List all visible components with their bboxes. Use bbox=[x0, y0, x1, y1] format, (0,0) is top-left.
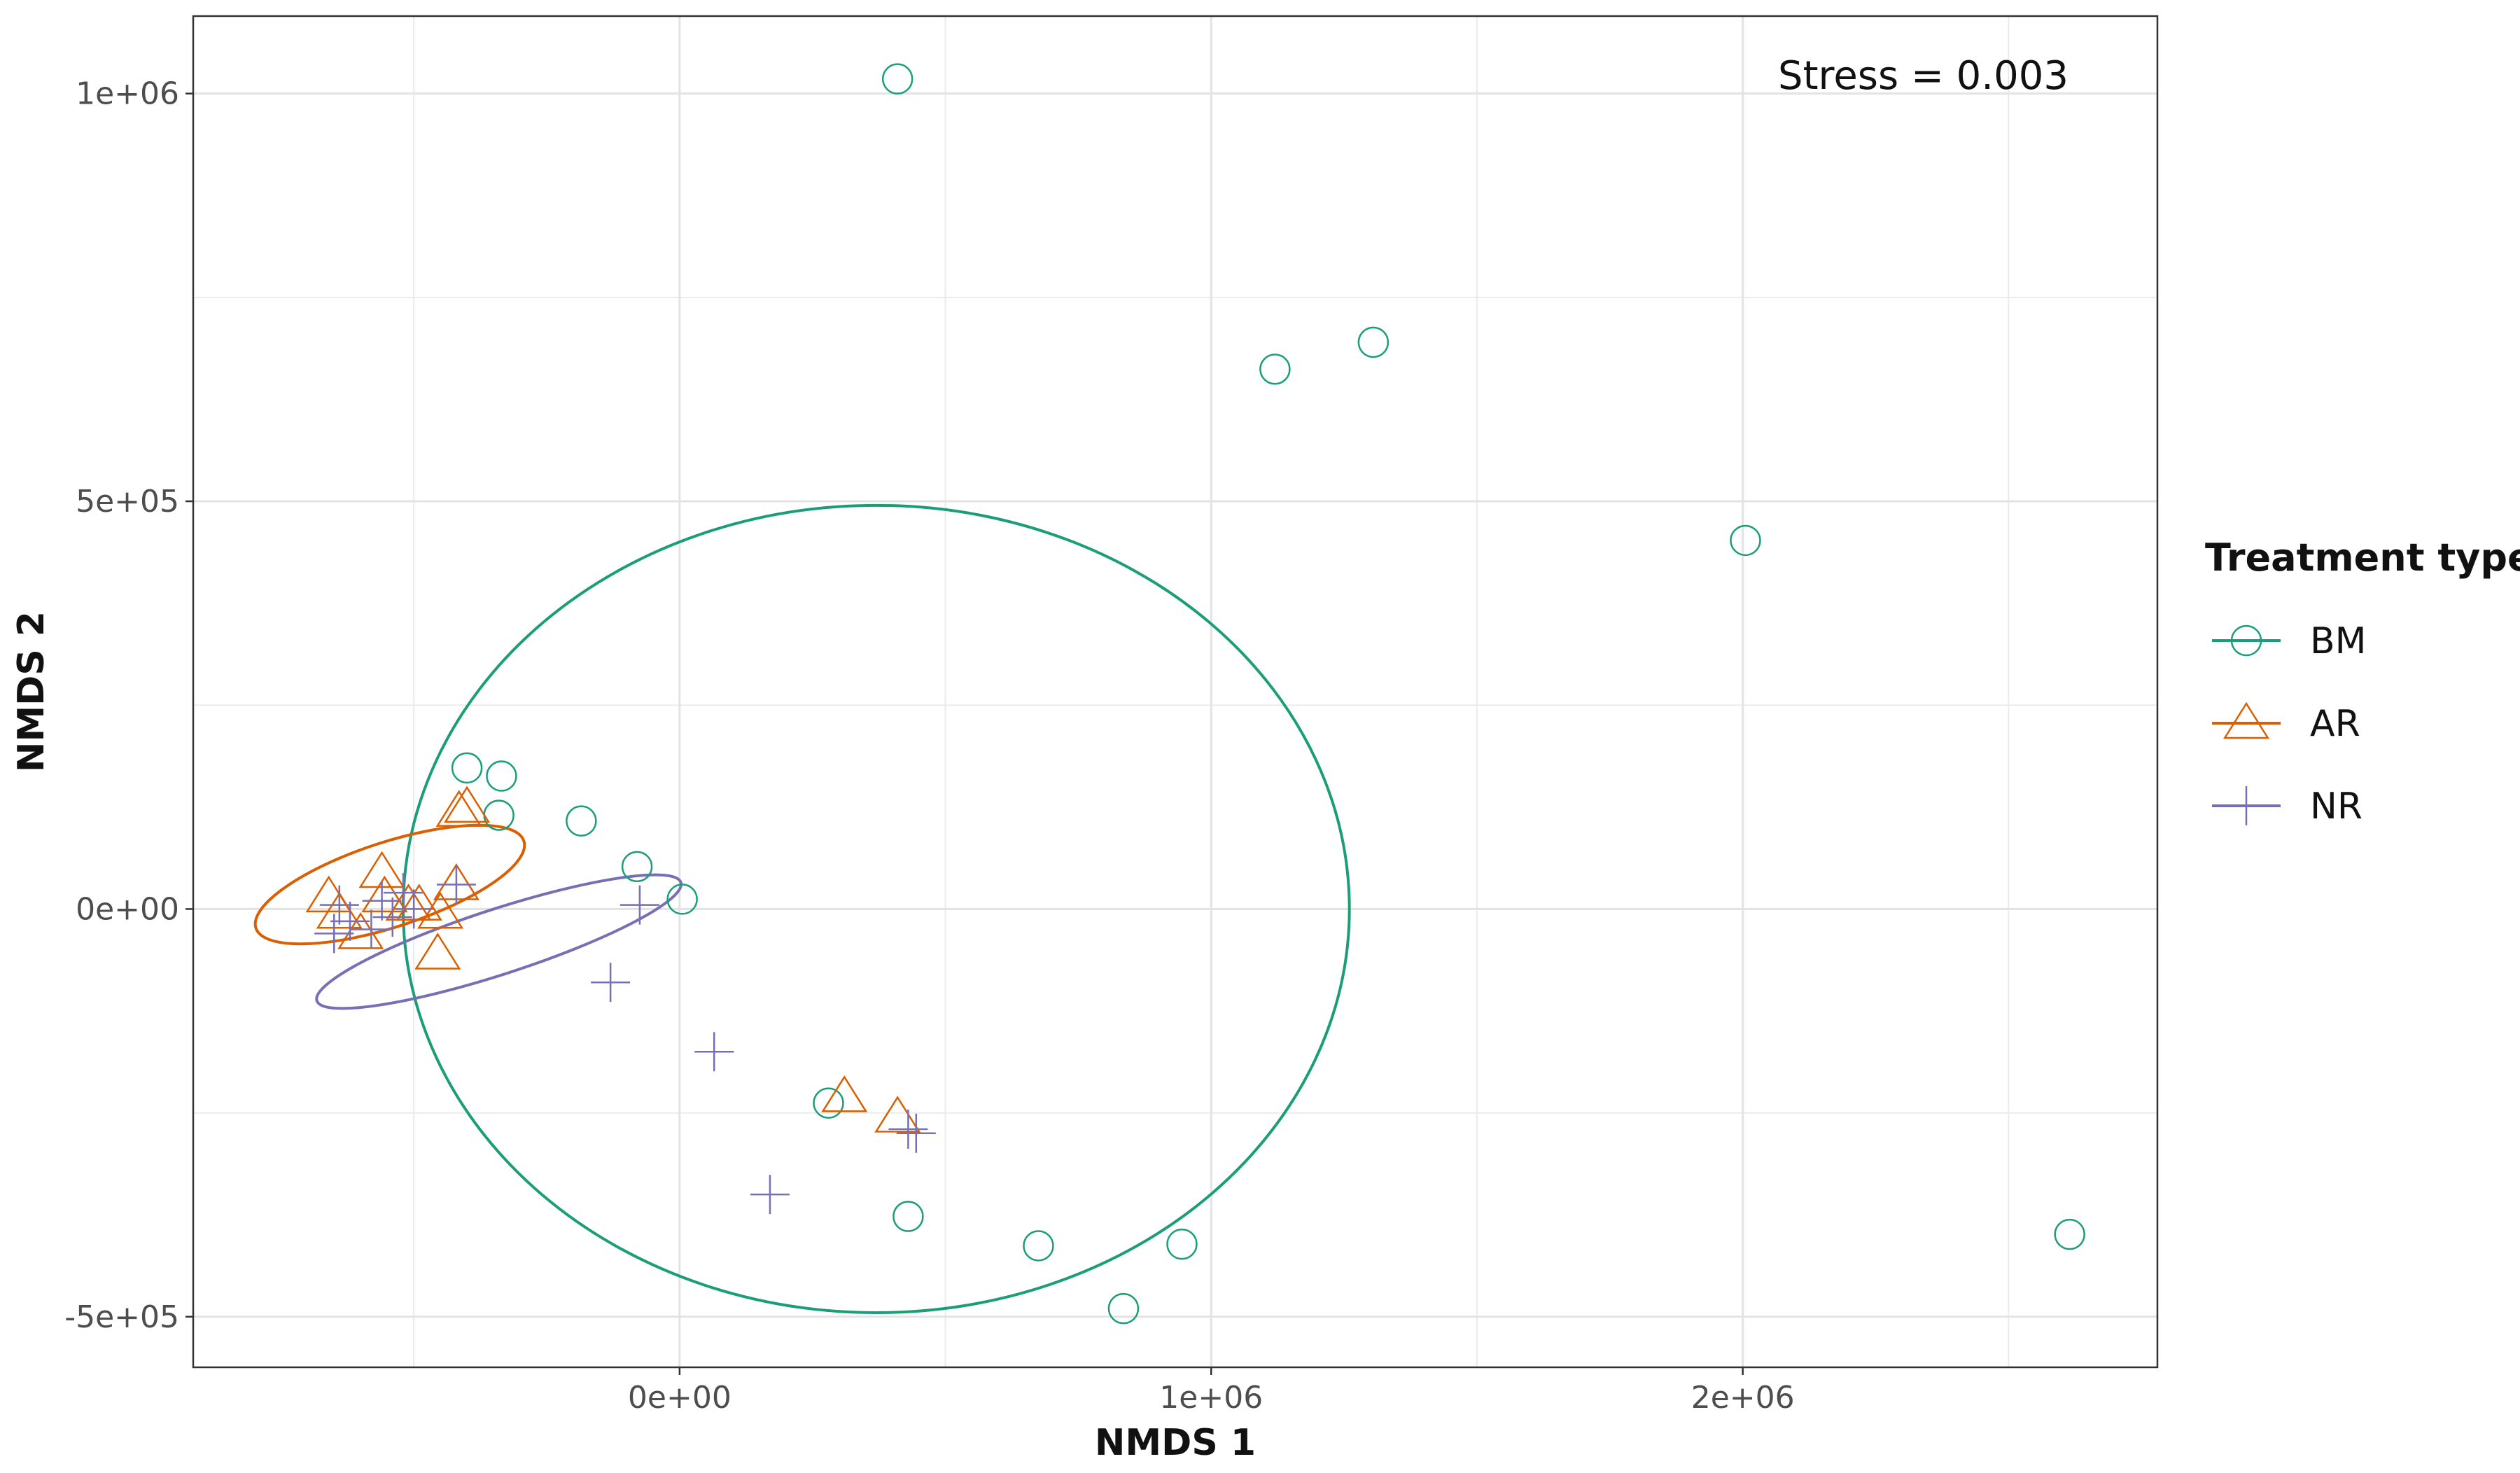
point-nr bbox=[330, 901, 370, 941]
x-tick-label: 2e+06 bbox=[1691, 1380, 1795, 1416]
point-ar bbox=[396, 884, 442, 921]
legend-label: BM bbox=[2310, 620, 2367, 662]
x-axis-ticks: 0e+00 1e+06 2e+06 bbox=[628, 1367, 1795, 1416]
major-grid bbox=[193, 16, 2157, 1367]
legend-label: AR bbox=[2310, 703, 2360, 745]
y-tick-label: 5e+05 bbox=[76, 484, 179, 519]
point-bm bbox=[666, 884, 698, 915]
point-nr bbox=[394, 889, 434, 929]
legend-item-ar: AR bbox=[2212, 701, 2360, 745]
ellipse-nr bbox=[315, 873, 683, 1010]
point-bm bbox=[486, 760, 517, 792]
point-nr bbox=[351, 909, 391, 949]
legend-item-nr: NR bbox=[2212, 786, 2362, 828]
y-tick-label: 0e+00 bbox=[76, 891, 179, 927]
point-ar bbox=[414, 933, 461, 970]
legend-key-circle-icon bbox=[2230, 624, 2262, 657]
ellipse-ar bbox=[253, 823, 526, 946]
x-tick-label: 0e+00 bbox=[628, 1380, 732, 1416]
legend-title: Treatment type bbox=[2205, 536, 2520, 580]
point-bm bbox=[2054, 1218, 2085, 1250]
stress-annotation: Stress = 0.003 bbox=[1778, 53, 2068, 99]
point-nr bbox=[383, 873, 423, 913]
point-nr bbox=[896, 1113, 936, 1153]
point-bm bbox=[813, 1087, 844, 1119]
point-ar bbox=[435, 790, 482, 827]
point-bm bbox=[1357, 326, 1390, 358]
point-bm bbox=[1107, 1292, 1140, 1325]
point-nr bbox=[436, 865, 476, 905]
point-bm bbox=[892, 1201, 924, 1232]
point-nr bbox=[319, 885, 359, 925]
legend-key-plus-icon bbox=[2227, 786, 2266, 825]
point-nr bbox=[694, 1032, 734, 1072]
legend-key-triangle-icon bbox=[2222, 701, 2270, 739]
y-tick-label: 1e+06 bbox=[76, 76, 179, 112]
panel-border bbox=[192, 15, 2159, 1369]
legend-label: NR bbox=[2310, 786, 2362, 828]
point-bm bbox=[881, 63, 913, 95]
y-tick-label: -5e+05 bbox=[64, 1299, 179, 1335]
point-nr bbox=[620, 885, 659, 925]
point-bm bbox=[1730, 524, 1761, 557]
point-nr bbox=[591, 963, 631, 1003]
point-bm bbox=[1023, 1230, 1054, 1262]
point-bm bbox=[621, 851, 653, 883]
point-nr bbox=[372, 898, 412, 937]
series-nr bbox=[314, 865, 936, 1215]
x-axis-label: NMDS 1 bbox=[1095, 1422, 1256, 1464]
legend-item-bm: BM bbox=[2212, 620, 2367, 662]
x-tick-label: 1e+06 bbox=[1159, 1380, 1263, 1416]
point-nr bbox=[888, 1109, 928, 1149]
point-ar bbox=[444, 786, 491, 823]
point-bm bbox=[1259, 354, 1291, 385]
y-axis-ticks: -5e+05 0e+00 5e+05 1e+06 bbox=[64, 76, 193, 1335]
point-bm bbox=[1166, 1228, 1198, 1260]
y-axis-label: NMDS 2 bbox=[10, 611, 52, 772]
point-nr bbox=[362, 881, 402, 921]
legend: Treatment type BM AR NR bbox=[2205, 536, 2520, 828]
point-bm bbox=[566, 805, 597, 837]
data-points bbox=[305, 63, 2085, 1325]
legend-items: BM AR NR bbox=[2212, 620, 2367, 828]
point-bm bbox=[451, 752, 483, 784]
point-ar bbox=[361, 875, 408, 913]
point-ar bbox=[417, 891, 464, 929]
point-nr bbox=[750, 1175, 790, 1215]
minor-grid bbox=[193, 16, 2157, 1367]
point-ar bbox=[821, 1075, 868, 1112]
